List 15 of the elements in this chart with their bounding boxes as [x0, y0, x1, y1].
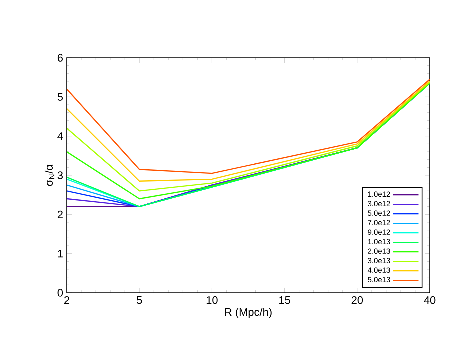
y-tick-label: 3 — [58, 172, 63, 180]
y-tick-label: 5 — [58, 93, 64, 101]
x-axis-title: R (Mpc/h) — [225, 308, 272, 318]
y-tick-label: 6 — [58, 54, 63, 62]
y-tick-label: 4 — [58, 132, 64, 140]
x-tick-label: 5 — [136, 296, 142, 304]
y-tick-label: 2 — [58, 210, 63, 218]
x-tick-label: 40 — [424, 296, 436, 304]
y-tick-label: 1 — [58, 250, 63, 258]
y-axis-title: σ$_{N}$/α — [44, 164, 55, 186]
x-tick-label: 10 — [206, 296, 218, 304]
x-tick-label: 15 — [280, 296, 290, 304]
x-tick-label: 2 — [64, 296, 70, 304]
y-tick-label: 0 — [58, 289, 64, 297]
x-tick-label: 20 — [352, 296, 364, 304]
